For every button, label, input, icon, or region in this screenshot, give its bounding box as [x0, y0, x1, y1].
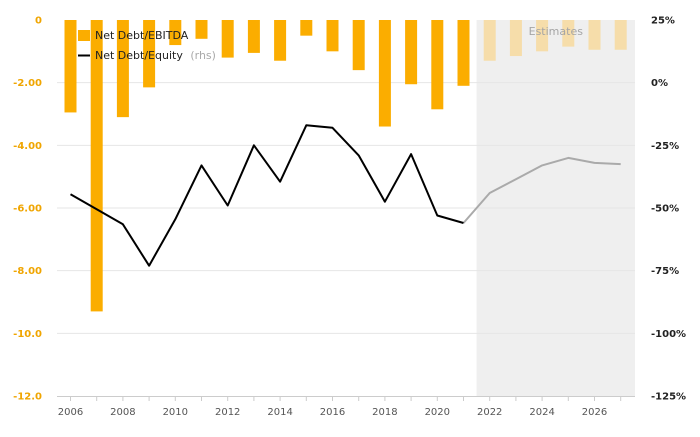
bar: [405, 20, 418, 85]
bar-estimate: [614, 20, 627, 50]
bar: [274, 20, 287, 61]
x-axis: 2006 2008 2010 2012 2014 2016 2018 2020 2022 2024…: [57, 396, 635, 418]
bar: [64, 20, 77, 113]
right-tick-label: 0%: [651, 78, 668, 89]
bar: [457, 20, 470, 86]
right-tick-label: -125%: [651, 392, 686, 403]
legend-label-bar: Net Debt/EBITDA: [95, 29, 189, 42]
left-tick-label: -8.00: [13, 266, 42, 277]
x-tick-label: 2024: [529, 407, 554, 418]
x-tick-label: 2008: [110, 407, 135, 418]
x-tick-label: 2014: [267, 407, 292, 418]
bar: [195, 20, 208, 39]
bar: [300, 20, 313, 36]
bar: [326, 20, 339, 52]
bar-estimate: [536, 20, 549, 52]
left-tick-label: -4.00: [13, 141, 42, 152]
bar-estimate: [562, 20, 575, 47]
left-axis-ticks: 0 -2.00 -4.00 -6.00 -8.00 -10.0 -12.0: [13, 16, 42, 403]
right-tick-label: -75%: [651, 266, 679, 277]
line-actual: [70, 124, 464, 267]
x-tick-label: 2010: [163, 407, 188, 418]
x-tick-label: 2020: [425, 407, 450, 418]
left-tick-label: -10.0: [13, 329, 42, 340]
legend-swatch-bar: [78, 30, 90, 41]
right-tick-label: -25%: [651, 141, 679, 152]
bar: [221, 20, 234, 58]
bar: [378, 20, 391, 127]
estimates-label: Estimates: [529, 25, 584, 38]
bar-estimate: [588, 20, 601, 50]
bar: [169, 20, 182, 46]
bar-estimate: [483, 20, 496, 61]
bar-series: [64, 20, 627, 312]
bar: [247, 20, 260, 53]
x-tick-label: 2022: [477, 407, 502, 418]
legend-label-line: Net Debt/Equity (rhs): [95, 49, 216, 62]
right-tick-label: -50%: [651, 204, 679, 215]
bar: [90, 20, 103, 312]
bar: [116, 20, 129, 118]
right-tick-label: 25%: [651, 16, 675, 27]
left-tick-label: 0: [35, 16, 42, 27]
legend: Net Debt/EBITDA Net Debt/Equity (rhs): [78, 29, 216, 62]
left-tick-label: -6.00: [13, 204, 42, 215]
bar: [143, 20, 156, 88]
right-tick-label: -100%: [651, 329, 686, 340]
x-tick-label: 2012: [215, 407, 240, 418]
left-tick-label: -2.00: [13, 78, 42, 89]
x-tick-label: 2018: [372, 407, 397, 418]
right-axis-ticks: 25% 0% -25% -50% -75% -100% -125%: [651, 16, 686, 403]
left-tick-label: -12.0: [13, 392, 42, 403]
line-series: [70, 124, 621, 267]
x-tick-label: 2006: [58, 407, 83, 418]
line-estimate: [462, 156, 621, 224]
bar-estimate: [509, 20, 522, 57]
bar: [431, 20, 444, 110]
x-tick-label: 2026: [582, 407, 607, 418]
bar: [352, 20, 365, 71]
x-tick-label: 2016: [320, 407, 345, 418]
